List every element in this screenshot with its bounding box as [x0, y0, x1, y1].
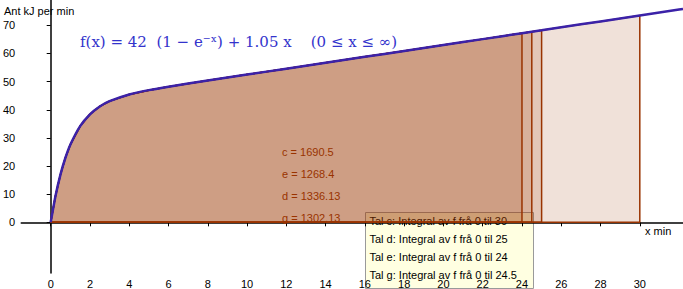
svg-text:Tal e: Integral av f frå 0 til: Tal e: Integral av f frå 0 til 24 — [370, 251, 508, 263]
svg-text:c = 1690.5: c = 1690.5 — [282, 146, 334, 158]
svg-text:20: 20 — [3, 160, 15, 172]
svg-text:g = 1302.13: g = 1302.13 — [282, 212, 340, 224]
svg-text:2: 2 — [87, 278, 93, 289]
svg-text:24: 24 — [516, 278, 528, 289]
svg-text:28: 28 — [594, 278, 606, 289]
svg-text:d = 1336.13: d = 1336.13 — [282, 190, 340, 202]
svg-text:16: 16 — [359, 278, 371, 289]
svg-text:10: 10 — [241, 278, 253, 289]
svg-text:26: 26 — [555, 278, 567, 289]
svg-text:22: 22 — [477, 278, 489, 289]
svg-text:70: 70 — [3, 19, 15, 31]
svg-text:60: 60 — [3, 47, 15, 59]
svg-text:14: 14 — [319, 278, 331, 289]
svg-text:4: 4 — [126, 278, 132, 289]
svg-text:0: 0 — [48, 278, 54, 289]
svg-text:e = 1268.4: e = 1268.4 — [282, 168, 334, 180]
svg-text:0: 0 — [9, 216, 15, 228]
svg-text:Tal g: Integral av f frå 0 til: Tal g: Integral av f frå 0 til 24.5 — [369, 269, 517, 281]
svg-text:20: 20 — [437, 278, 449, 289]
svg-text:Tal d: Integral av f frå 0 til: Tal d: Integral av f frå 0 til 25 — [370, 233, 508, 245]
svg-text:50: 50 — [3, 76, 15, 88]
svg-text:30: 30 — [3, 132, 15, 144]
svg-text:40: 40 — [3, 104, 15, 116]
svg-text:6: 6 — [165, 278, 171, 289]
svg-text:x min: x min — [645, 225, 671, 237]
svg-text:8: 8 — [205, 278, 211, 289]
svg-text:12: 12 — [280, 278, 292, 289]
svg-text:10: 10 — [3, 188, 15, 200]
svg-text:f(x) = 42 (1 − e⁻ˣ) + 1.05 x: f(x) = 42 (1 − e⁻ˣ) + 1.05 x (0 ≤ x ≤ ∞) — [80, 33, 397, 51]
svg-text:30: 30 — [634, 278, 646, 289]
svg-text:Ant kJ per min: Ant kJ per min — [4, 5, 74, 17]
svg-text:18: 18 — [398, 278, 410, 289]
